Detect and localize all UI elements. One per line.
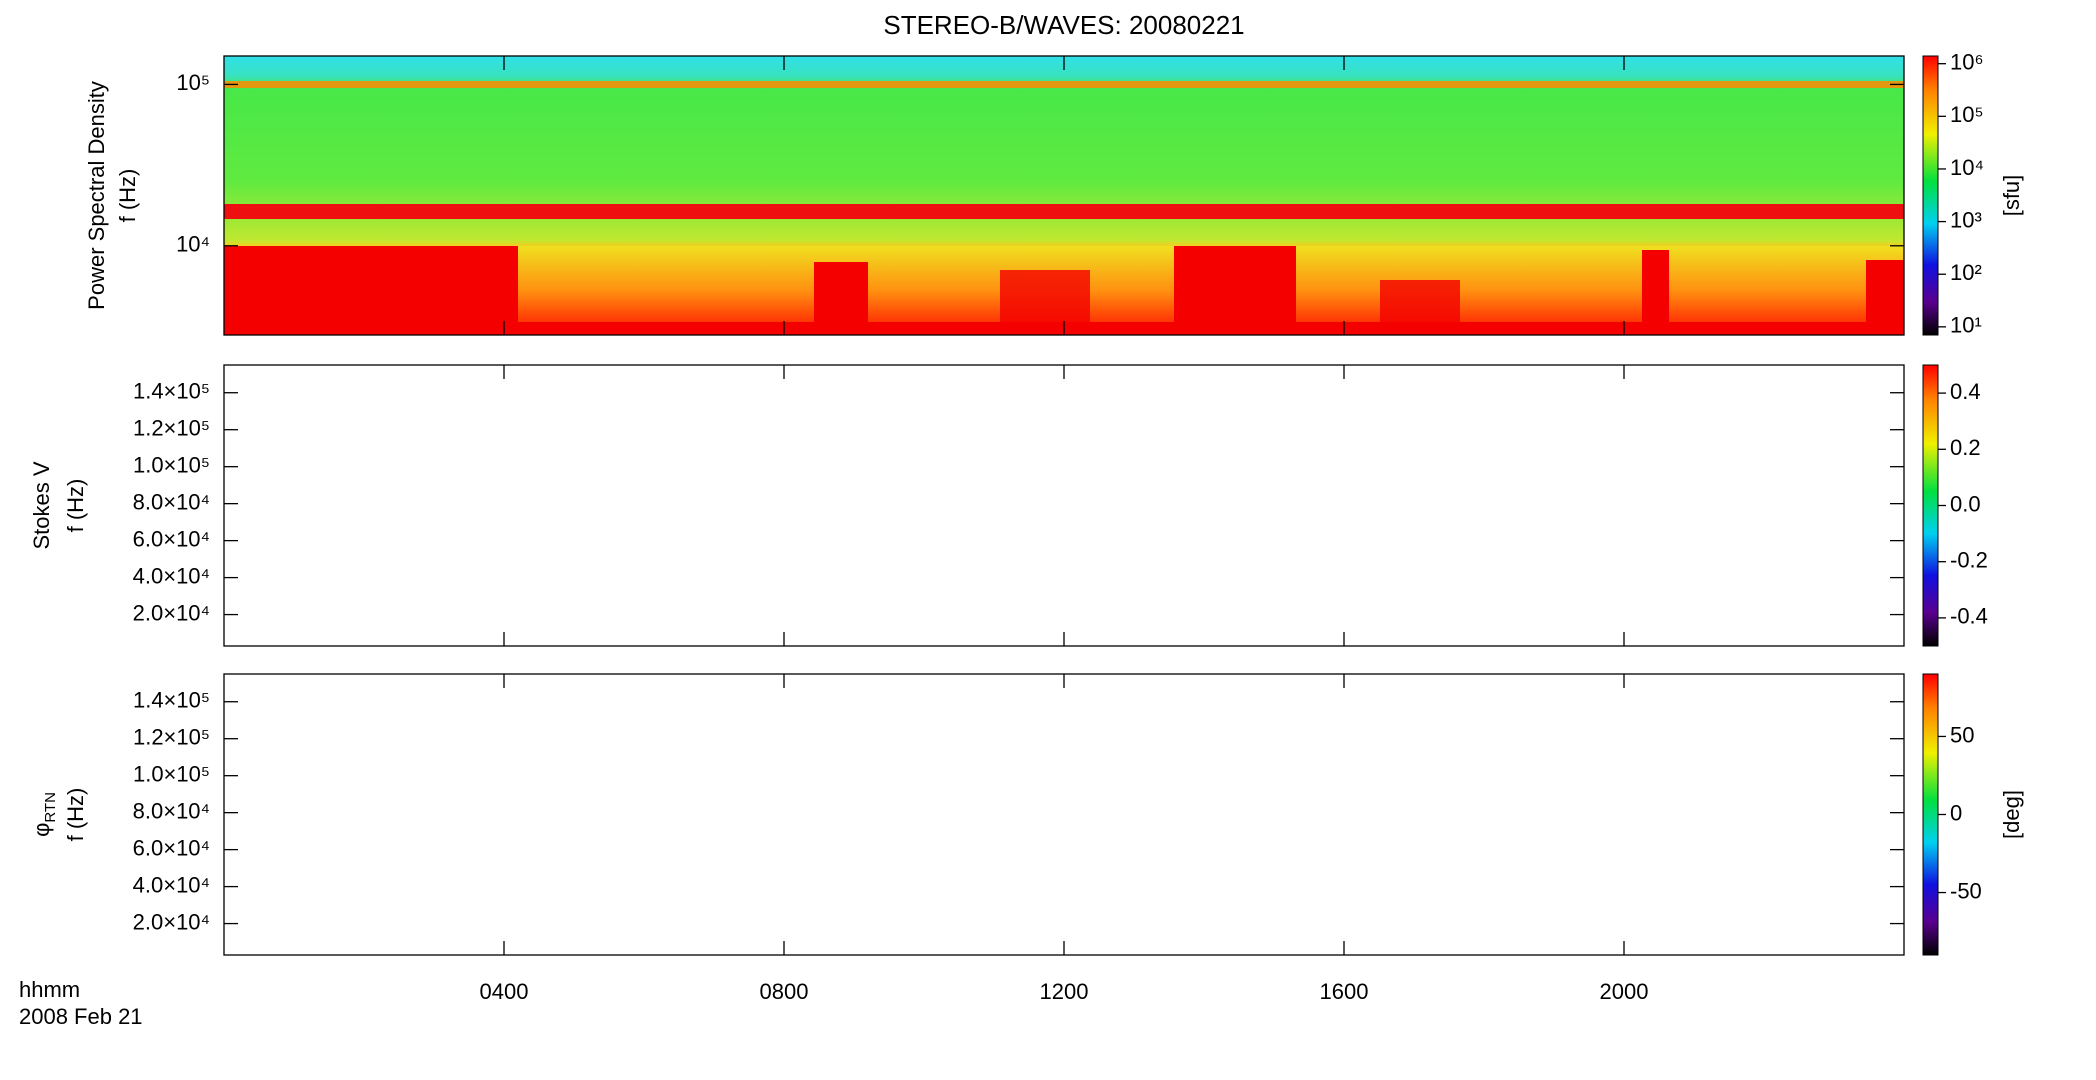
chart-title: STEREO-B/WAVES: 20080221 xyxy=(883,10,1244,40)
x-axis-date: 2008 Feb 21 xyxy=(19,1004,143,1029)
y-tick-label: 1.4×10⁵ xyxy=(133,379,210,404)
colorbar xyxy=(1922,55,1939,336)
y-tick-label: 1.2×10⁵ xyxy=(133,416,210,441)
y-tick-label: 4.0×10⁴ xyxy=(133,563,210,588)
y-tick-label: 6.0×10⁴ xyxy=(133,835,210,860)
y-tick-label: 10⁵ xyxy=(176,70,210,95)
colorbar-tick-label: 10¹ xyxy=(1950,313,1982,338)
x-axis-label: hhmm xyxy=(19,977,80,1002)
y-axis-label-text: φ xyxy=(29,823,54,837)
y-tick-label: 1.2×10⁵ xyxy=(133,725,210,750)
y-axis-label: Power Spectral Density xyxy=(84,81,109,310)
y-tick-label: 2.0×10⁴ xyxy=(133,600,210,625)
y-tick-label: 1.0×10⁵ xyxy=(133,761,210,786)
colorbar xyxy=(1922,673,1939,956)
y-tick-label: 10⁴ xyxy=(176,232,210,257)
colorbar-tick-label: -0.2 xyxy=(1950,548,1988,573)
y-tick-label: 4.0×10⁴ xyxy=(133,872,210,897)
y-tick-label: 8.0×10⁴ xyxy=(133,489,210,514)
y-axis-label: f (Hz) xyxy=(63,788,88,842)
colorbar-tick-label: 10⁴ xyxy=(1950,155,1984,180)
y-axis-label-text: f (Hz) xyxy=(63,788,88,842)
colorbar-tick-label: 50 xyxy=(1950,722,1974,747)
colorbar-tick-label: 0.2 xyxy=(1950,435,1981,460)
y-axis-label-subscript: RTN xyxy=(42,792,59,823)
panel-frame xyxy=(223,673,1905,956)
colorbar-tick-label: 0.4 xyxy=(1950,379,1981,404)
colorbar-tick-label: 0 xyxy=(1950,800,1962,825)
colorbar-label: [deg] xyxy=(1999,790,2024,839)
x-tick-label: 0800 xyxy=(760,979,809,1004)
colorbar-tick-label: 10² xyxy=(1950,260,1982,285)
colorbar-tick-label: 10³ xyxy=(1950,207,1982,232)
colorbar-tick-label: -50 xyxy=(1950,878,1982,903)
colorbar-tick-label: 0.0 xyxy=(1950,491,1981,516)
y-axis-label-text: f (Hz) xyxy=(63,479,88,533)
colorbar xyxy=(1922,364,1939,647)
x-tick-label: 2000 xyxy=(1600,979,1649,1004)
panel-frame xyxy=(223,55,1905,336)
y-axis-label: f (Hz) xyxy=(63,479,88,533)
y-axis-label-text: f (Hz) xyxy=(115,169,140,223)
y-axis-label-text: Stokes V xyxy=(29,461,54,549)
x-tick-label: 0400 xyxy=(480,979,529,1004)
y-tick-label: 8.0×10⁴ xyxy=(133,798,210,823)
y-tick-label: 6.0×10⁴ xyxy=(133,526,210,551)
panel-frame xyxy=(223,364,1905,647)
y-axis-label: Stokes V xyxy=(29,461,54,549)
colorbar-label: [sfu] xyxy=(1999,175,2024,217)
spectrogram-texture xyxy=(224,56,1904,335)
colorbar-tick-label: -0.4 xyxy=(1950,604,1988,629)
y-tick-label: 1.0×10⁵ xyxy=(133,452,210,477)
y-axis-label-text: Power Spectral Density xyxy=(84,81,109,310)
colorbar-tick-label: 10⁶ xyxy=(1950,50,1984,75)
y-axis-label: φRTN xyxy=(29,792,60,837)
x-tick-label: 1600 xyxy=(1320,979,1369,1004)
y-axis-label: f (Hz) xyxy=(115,169,140,223)
x-tick-label: 1200 xyxy=(1040,979,1089,1004)
y-tick-label: 2.0×10⁴ xyxy=(133,909,210,934)
colorbar-tick-label: 10⁵ xyxy=(1950,102,1984,127)
y-tick-label: 1.4×10⁵ xyxy=(133,688,210,713)
